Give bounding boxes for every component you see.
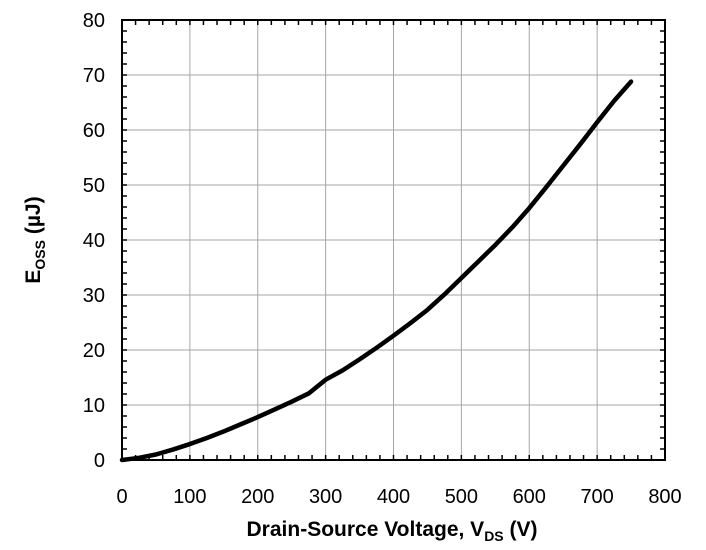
x-tick-label: 200 bbox=[241, 486, 274, 508]
x-tick-label: 600 bbox=[513, 486, 546, 508]
x-axis-title-unit: (V) bbox=[504, 518, 538, 541]
x-axis-title-main: Drain-Source Voltage, V bbox=[247, 518, 485, 541]
y-tick-label: 10 bbox=[83, 395, 105, 417]
y-tick-label: 40 bbox=[83, 230, 105, 252]
x-tick-label: 700 bbox=[580, 486, 613, 508]
grid bbox=[121, 19, 666, 461]
y-axis-title-main: E bbox=[22, 270, 45, 284]
x-axis-title: Drain-Source Voltage, VDS (V) bbox=[247, 518, 538, 544]
y-tick-label: 30 bbox=[83, 285, 105, 307]
y-tick-label: 0 bbox=[94, 450, 105, 472]
plot-frame bbox=[121, 19, 666, 461]
y-tick-label: 20 bbox=[83, 340, 105, 362]
y-axis-title-unit: (µJ) bbox=[22, 196, 45, 240]
y-tick-label: 70 bbox=[83, 65, 105, 87]
y-axis-title: EOSS (µJ) bbox=[22, 196, 48, 283]
y-axis-title-sub: OSS bbox=[32, 240, 48, 270]
x-tick-labels: 0 100 200 300 400 500 600 700 800 bbox=[116, 486, 681, 508]
y-tick-label: 80 bbox=[83, 10, 105, 32]
x-tick-label: 800 bbox=[648, 486, 681, 508]
x-tick-label: 300 bbox=[309, 486, 342, 508]
y-tick-labels: 0 10 20 30 40 50 60 70 80 bbox=[83, 10, 105, 472]
y-tick-label: 50 bbox=[83, 175, 105, 197]
x-tick-label: 500 bbox=[445, 486, 478, 508]
y-tick-label: 60 bbox=[83, 120, 105, 142]
x-tick-label: 400 bbox=[377, 486, 410, 508]
x-tick-label: 100 bbox=[173, 486, 206, 508]
x-axis-title-sub: DS bbox=[484, 528, 503, 544]
x-tick-label: 0 bbox=[116, 486, 127, 508]
eoss-curve bbox=[119, 79, 634, 463]
